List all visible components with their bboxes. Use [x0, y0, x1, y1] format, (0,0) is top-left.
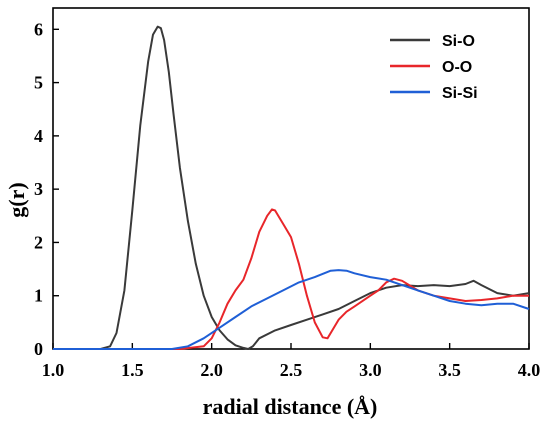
legend-label-o-o: O-O	[442, 59, 472, 76]
legend-label-si-si: Si-Si	[442, 85, 478, 102]
series-line-si-si	[53, 269, 530, 350]
y-tick-label: 2	[34, 232, 43, 252]
x-tick-label: 2.0	[200, 360, 223, 380]
series-line-si-o	[53, 25, 530, 350]
x-tick-label: 1.5	[121, 360, 144, 380]
y-tick-label: 4	[34, 126, 43, 146]
y-tick-label: 1	[34, 286, 43, 306]
x-tick-label: 2.5	[280, 360, 303, 380]
y-axis-title: g(r)	[4, 182, 29, 217]
y-tick-label: 5	[34, 73, 43, 93]
y-tick-label: 3	[34, 179, 43, 199]
x-axis-title: radial distance (Å)	[203, 394, 378, 419]
x-tick-label: 3.5	[438, 360, 461, 380]
x-tick-label: 3.0	[359, 360, 382, 380]
y-tick-label: 0	[34, 339, 43, 359]
x-tick-label: 4.0	[518, 360, 541, 380]
y-tick-label: 6	[34, 19, 43, 39]
x-tick-label: 1.0	[42, 360, 65, 380]
series-line-o-o	[53, 208, 529, 350]
legend-label-si-o: Si-O	[442, 33, 475, 50]
